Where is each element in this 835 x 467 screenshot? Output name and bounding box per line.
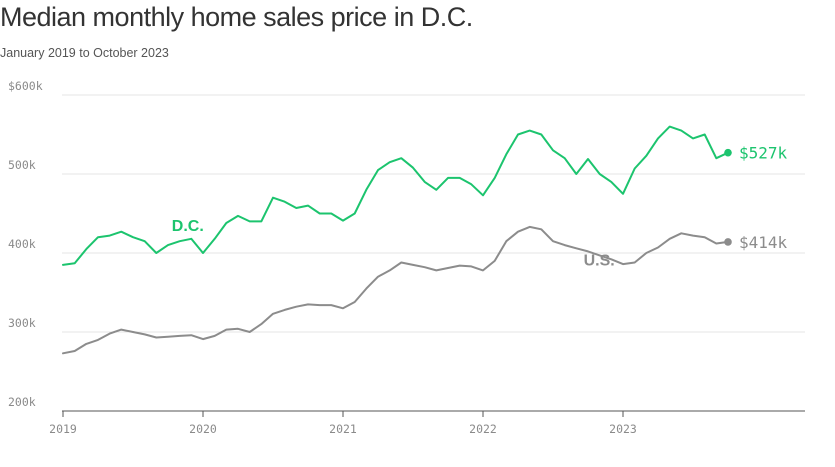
series-line-us — [62, 225, 729, 355]
x-tick-label: 2019 — [49, 422, 77, 436]
y-tick-label: $600k — [8, 79, 43, 93]
x-tick-label: 2023 — [609, 422, 637, 436]
y-tick-label: 500k — [8, 158, 36, 172]
series-line-dc — [62, 125, 729, 266]
y-tick-label: 200k — [8, 395, 36, 409]
chart-subtitle: January 2019 to October 2023 — [0, 46, 169, 60]
series-end-dot-dc — [724, 148, 732, 157]
series-end-label-us: $414k — [739, 233, 788, 252]
series-end-dot-us — [724, 238, 732, 246]
series-name-label-us: U.S. — [584, 253, 615, 270]
series-end-label-dc: $527k — [739, 144, 788, 163]
x-tick-label: 2022 — [469, 422, 497, 436]
x-tick-label: 2020 — [189, 422, 217, 436]
x-tick-label: 2021 — [329, 422, 357, 436]
y-tick-label: 300k — [8, 316, 36, 330]
chart-title: Median monthly home sales price in D.C. — [0, 2, 473, 32]
y-tick-label: 400k — [8, 237, 36, 251]
series-name-label-dc: D.C. — [172, 218, 204, 235]
